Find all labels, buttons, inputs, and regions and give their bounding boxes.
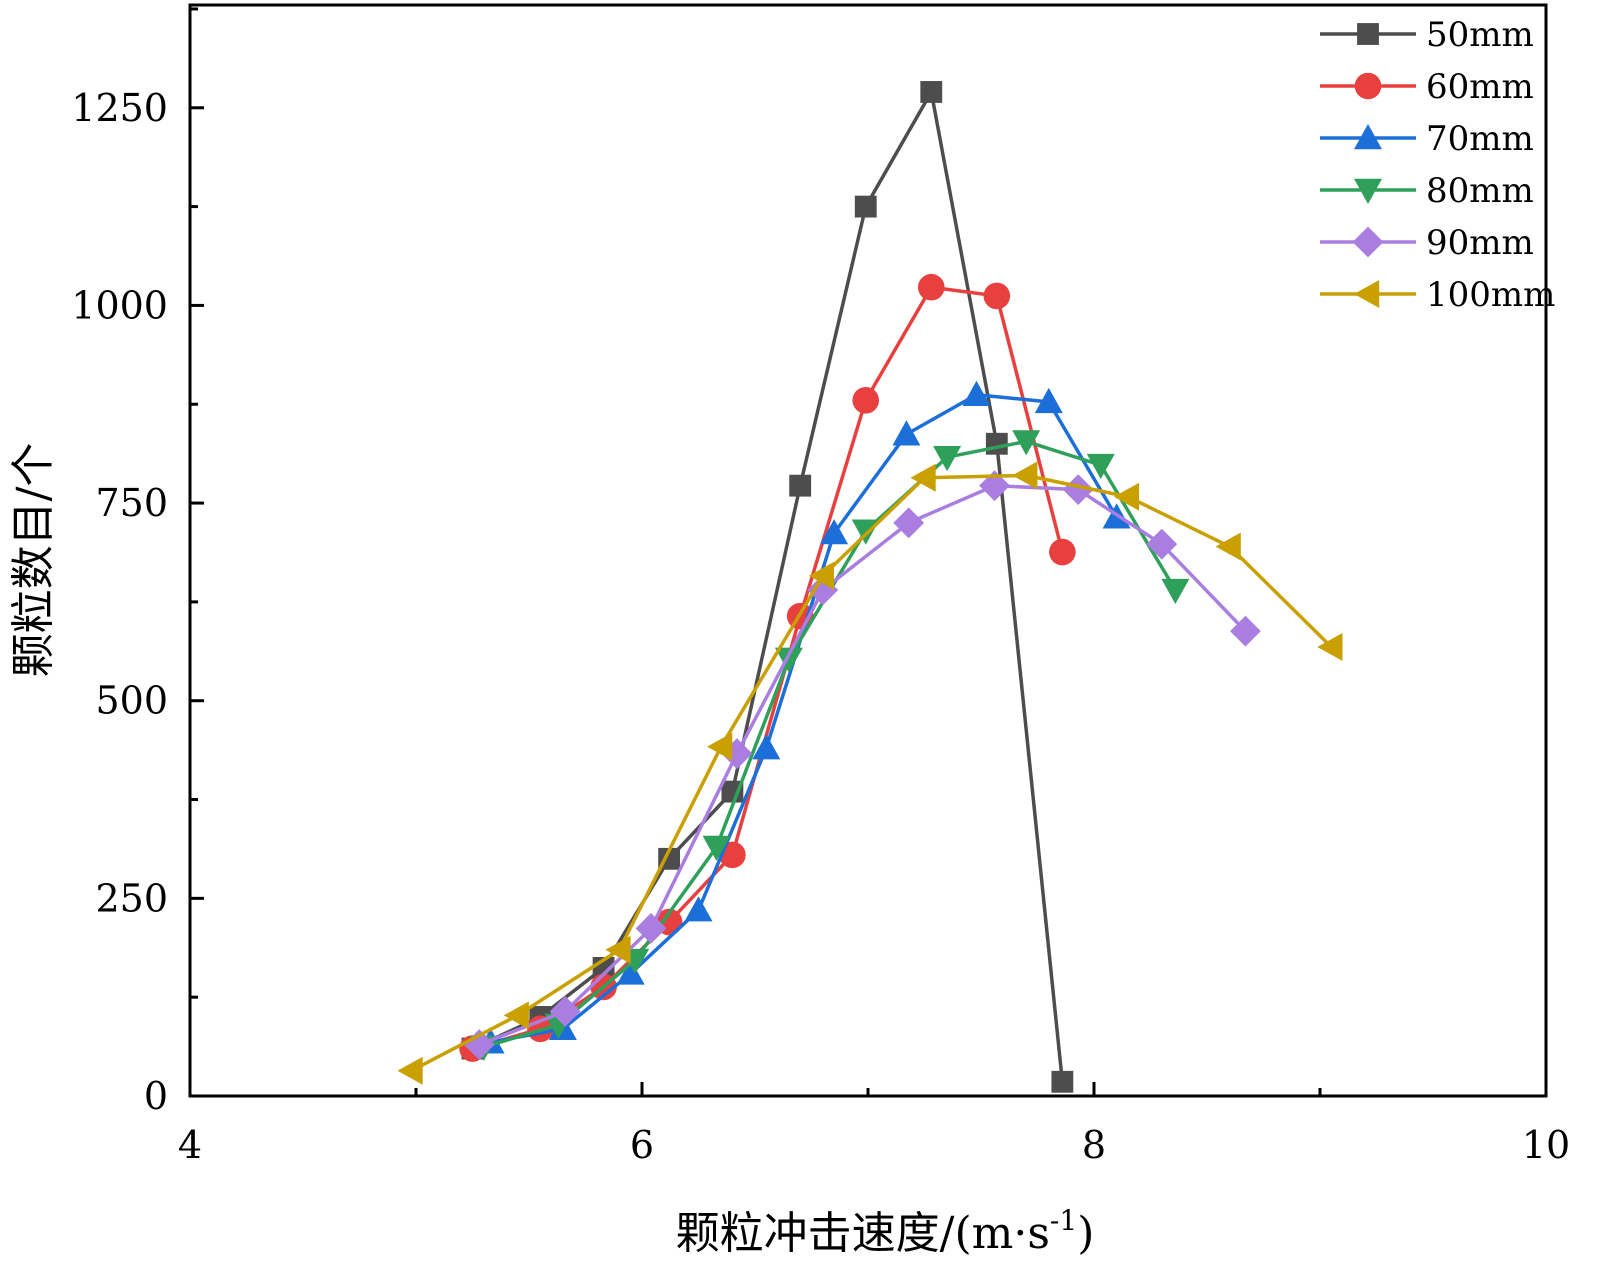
series-line-50mm <box>471 90 1065 1082</box>
data-point-80mm <box>933 446 962 472</box>
legend-item-90mm: 90mm <box>1320 223 1534 263</box>
data-point-50mm <box>920 81 943 103</box>
plot-frame <box>188 3 1548 1098</box>
data-point-100mm <box>503 1001 529 1030</box>
data-point-60mm <box>917 273 945 301</box>
legend: 50mm 60mm 70mm 80mm 90mm 100mm <box>1320 15 1555 315</box>
data-point-50mm <box>854 195 877 218</box>
x-axis-title: 颗粒冲击速度/(m·s-1) <box>676 1204 1095 1259</box>
data-point-100mm <box>605 935 631 964</box>
x-axis-title-superscript: -1 <box>1050 1204 1077 1237</box>
data-point-100mm <box>1215 532 1241 561</box>
data-point-90mm <box>549 996 581 1027</box>
data-point-80mm <box>1086 453 1115 480</box>
series-layer <box>397 81 1343 1093</box>
legend-label: 50mm <box>1426 15 1534 55</box>
y-tick-label: 250 <box>95 876 168 920</box>
data-point-90mm <box>463 1029 495 1061</box>
data-point-100mm <box>1012 461 1038 490</box>
x-tick-label: 6 <box>630 1123 654 1167</box>
data-point-100mm <box>910 463 936 492</box>
data-point-60mm <box>983 282 1011 310</box>
y-tick-label: 500 <box>95 679 168 723</box>
data-point-50mm <box>721 780 744 803</box>
data-point-70mm <box>616 959 645 985</box>
data-point-100mm <box>397 1056 423 1085</box>
legend-marker <box>1354 280 1380 308</box>
data-point-70mm <box>684 896 713 922</box>
data-point-90mm <box>1230 615 1261 647</box>
data-point-70mm <box>752 734 781 760</box>
series-line-90mm <box>478 483 1247 1047</box>
axes-layer: 4 6 8 10 0 250 500 750 1000 1250 <box>71 7 1570 1167</box>
y-tick-label: 1000 <box>71 283 168 327</box>
legend-marker <box>1352 226 1384 258</box>
legend-item-60mm: 60mm <box>1320 67 1534 107</box>
x-axis-title-main: 颗粒冲击速度/(m·s <box>676 1208 1050 1259</box>
data-point-100mm <box>808 561 834 590</box>
series-line-100mm <box>410 473 1333 1073</box>
y-axis-title: 颗粒数目/个 <box>8 443 59 678</box>
legend-label: 60mm <box>1426 67 1534 107</box>
x-tick-label: 4 <box>178 1123 202 1167</box>
data-point-50mm <box>1051 1070 1074 1093</box>
x-tick-label: 10 <box>1522 1123 1570 1167</box>
legend-marker <box>1354 124 1382 150</box>
data-point-60mm <box>852 386 880 414</box>
data-point-90mm <box>635 912 667 944</box>
legend-marker <box>1357 23 1379 45</box>
y-tick-label: 750 <box>95 481 168 525</box>
data-point-70mm <box>820 519 849 545</box>
data-point-60mm <box>1049 538 1076 566</box>
legend-item-70mm: 70mm <box>1320 119 1534 159</box>
data-point-90mm <box>1146 528 1178 560</box>
data-point-100mm <box>1113 482 1140 511</box>
data-point-80mm <box>774 647 803 673</box>
data-point-50mm <box>789 474 812 497</box>
series-100mm <box>397 461 1343 1085</box>
data-point-100mm <box>707 732 733 761</box>
legend-marker <box>1354 72 1382 100</box>
legend-item-80mm: 80mm <box>1320 171 1534 211</box>
data-point-50mm <box>985 432 1008 455</box>
legend-item-100mm: 100mm <box>1320 275 1555 315</box>
data-point-80mm <box>702 835 731 861</box>
legend-label: 70mm <box>1426 119 1534 159</box>
series-50mm <box>461 81 1074 1093</box>
y-tick-label: 1250 <box>71 86 168 130</box>
x-tick-label: 8 <box>1082 1123 1106 1167</box>
legend-item-50mm: 50mm <box>1320 15 1534 55</box>
x-axis-title-close: ) <box>1077 1208 1094 1259</box>
series-90mm <box>463 470 1261 1061</box>
data-point-70mm <box>962 380 991 406</box>
legend-label: 80mm <box>1426 171 1534 211</box>
legend-label: 100mm <box>1426 275 1555 315</box>
data-point-80mm <box>1161 578 1190 605</box>
data-point-70mm <box>892 420 921 446</box>
data-point-90mm <box>1062 474 1094 506</box>
plot-border <box>188 3 1548 1098</box>
data-point-90mm <box>893 507 925 539</box>
data-point-80mm <box>1012 430 1041 456</box>
legend-marker <box>1354 178 1382 204</box>
data-point-100mm <box>1317 632 1343 661</box>
legend-label: 90mm <box>1426 223 1534 263</box>
data-point-70mm <box>1034 387 1063 414</box>
y-tick-label: 0 <box>144 1074 168 1118</box>
